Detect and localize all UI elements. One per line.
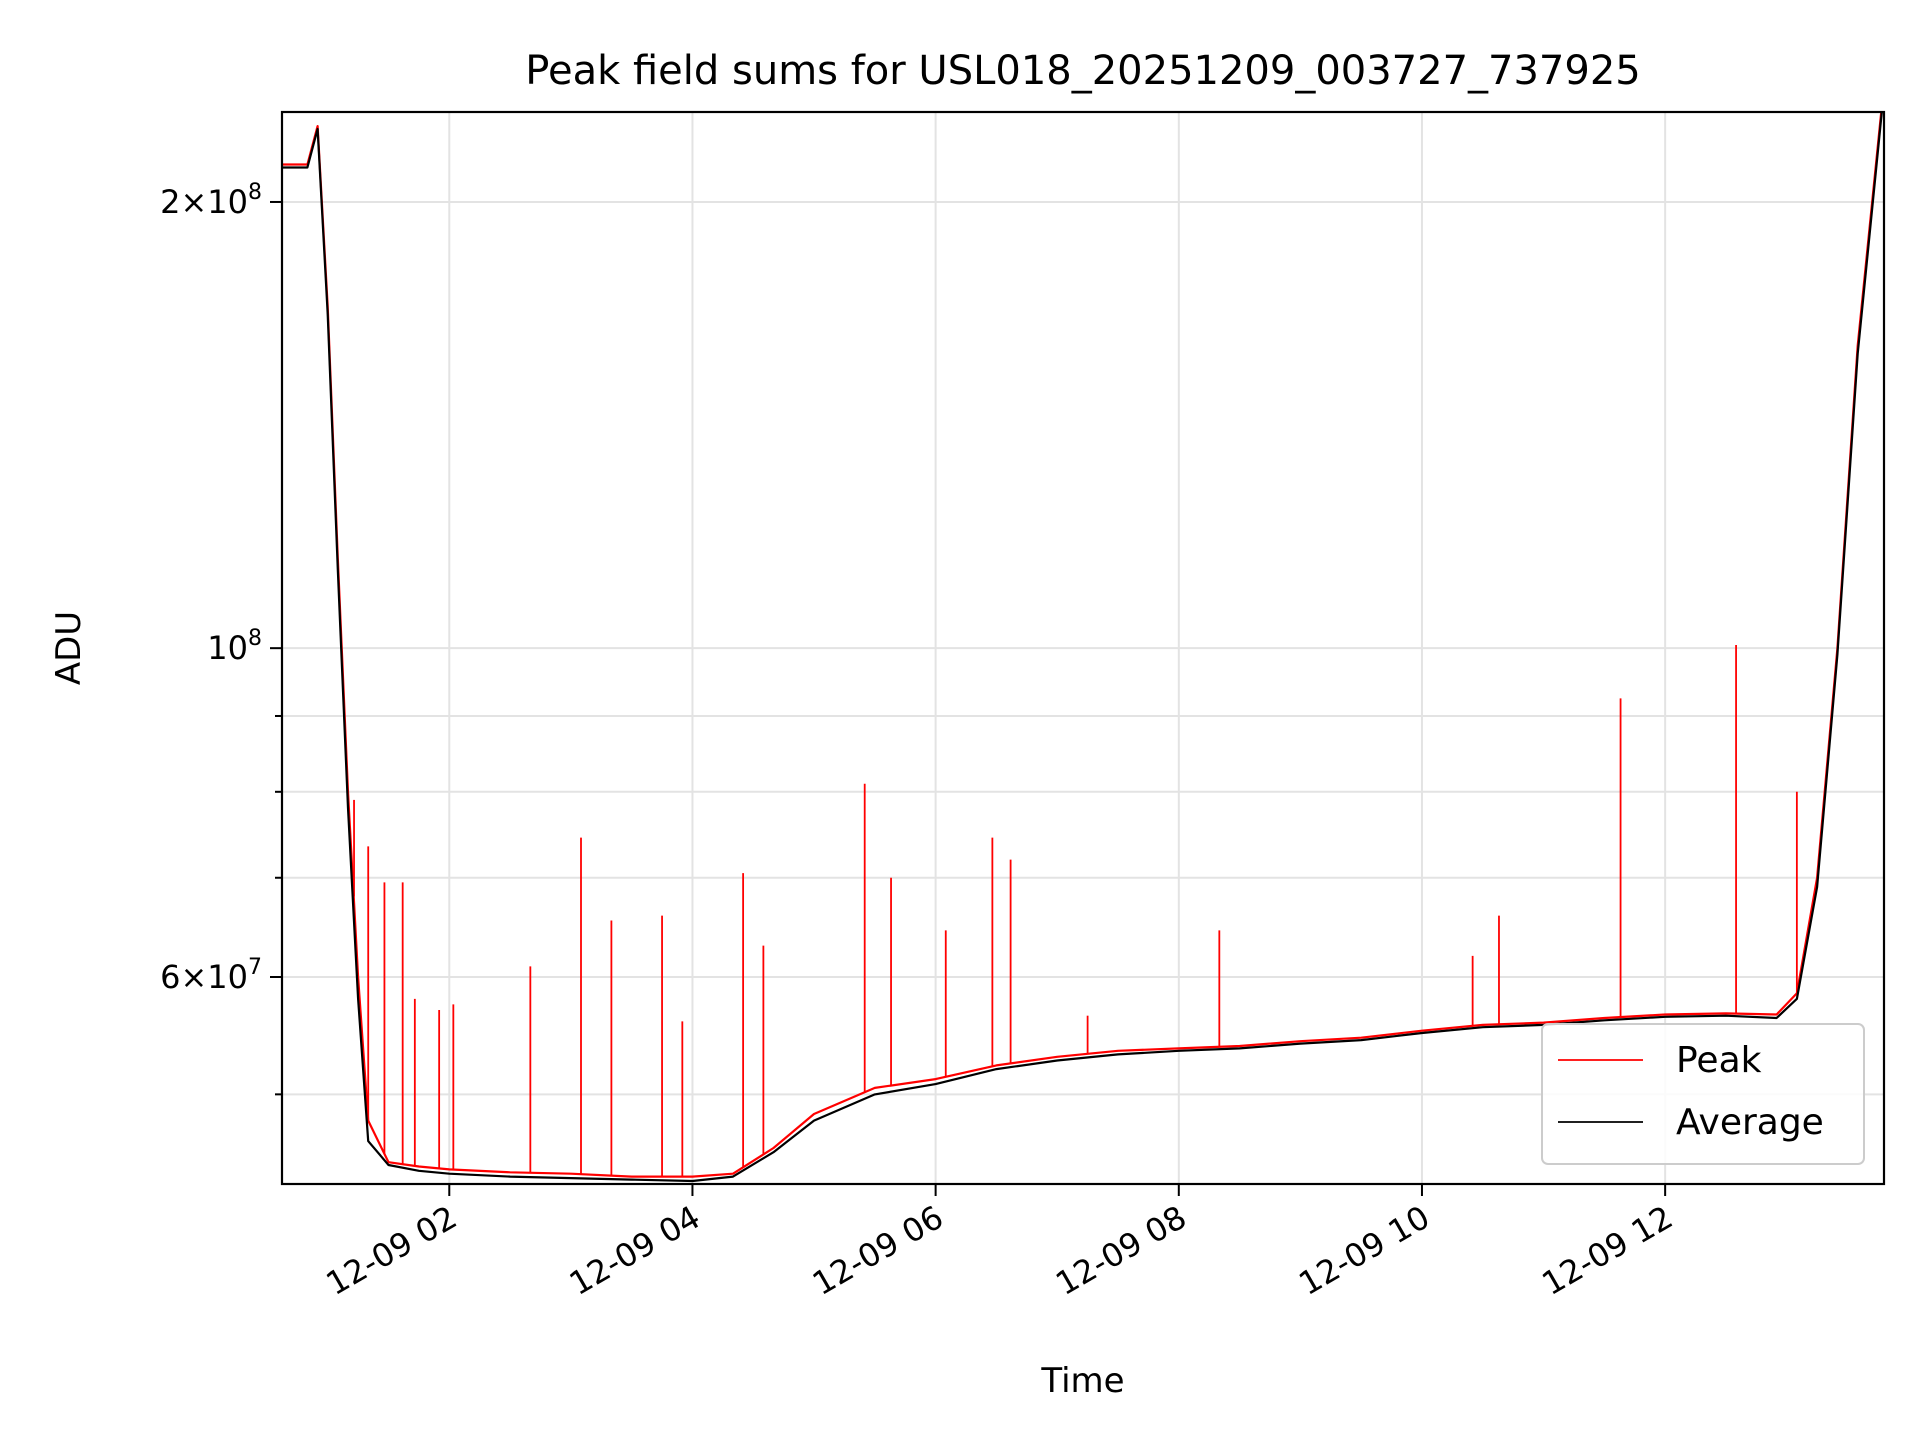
x-tick-label: 12-09 02: [320, 1198, 464, 1303]
chart-title: Peak field sums for USL018_20251209_0037…: [525, 48, 1640, 94]
legend-label-average: Average: [1676, 1102, 1824, 1143]
y-tick-label: 2×108: [160, 180, 262, 221]
y-tick-label: 6×107: [160, 955, 262, 996]
legend-label-peak: Peak: [1676, 1040, 1762, 1081]
legend: Peak Average: [1541, 1023, 1865, 1165]
series-average-line: [282, 112, 1883, 1183]
x-tick-label: 12-09 06: [806, 1198, 950, 1303]
x-axis: 12-09 02 12-09 04 12-09 06 12-09 08 12-09 10…: [320, 1184, 1679, 1303]
x-tick-label: 12-09 10: [1292, 1198, 1436, 1303]
y-tick-label: 108: [207, 626, 262, 667]
series-peak-line: [282, 112, 1883, 1178]
legend-box: [1541, 1023, 1865, 1165]
x-axis-label: Time: [1040, 1361, 1124, 1401]
series-layer: [282, 112, 1883, 1183]
y-axis-label: ADU: [49, 611, 89, 685]
x-tick-label: 12-09 12: [1536, 1198, 1680, 1303]
y-axis: 6×107 108 2×108: [160, 180, 282, 1096]
x-tick-label: 12-09 08: [1049, 1198, 1193, 1303]
x-tick-label: 12-09 04: [563, 1198, 707, 1303]
